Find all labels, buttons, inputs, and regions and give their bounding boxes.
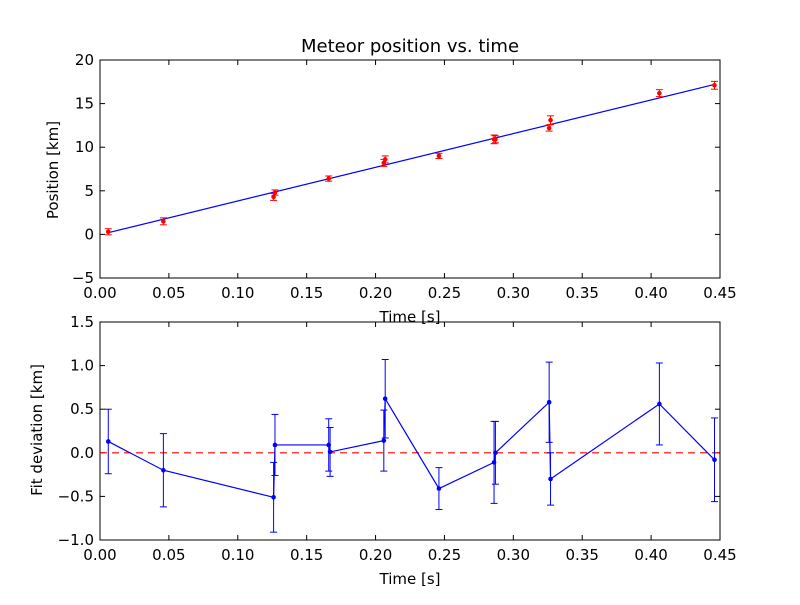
- data-point: [327, 449, 333, 455]
- x-tick-label: 0.30: [497, 284, 530, 302]
- fit-line: [108, 83, 715, 234]
- x-tick-label: 0.15: [290, 284, 323, 302]
- data-point: [548, 117, 553, 123]
- x-tick-label: 0.35: [566, 546, 599, 564]
- y-tick-label: 10: [75, 138, 94, 156]
- y-tick-label: 0: [84, 225, 94, 243]
- x-tick-label: 0.35: [566, 284, 599, 302]
- x-tick-label: 0.45: [703, 284, 736, 302]
- x-tick-label: 0.05: [152, 546, 185, 564]
- x-axis-label: Time [s]: [379, 308, 441, 326]
- data-point: [712, 457, 717, 463]
- y-axis-label: Position [km]: [44, 121, 62, 219]
- data-point: [493, 137, 498, 142]
- data-point: [271, 194, 276, 200]
- data-point: [548, 476, 553, 482]
- y-tick-label: 15: [75, 95, 94, 113]
- data-point: [712, 82, 717, 88]
- data-point: [381, 438, 387, 443]
- x-tick-label: 0.00: [83, 284, 116, 302]
- position-chart: Meteor position vs. time 0.00 0.05 0.10 0.1…: [44, 36, 737, 326]
- data-point: [382, 157, 388, 162]
- data-point: [436, 153, 442, 159]
- data-point: [161, 467, 166, 473]
- x-tick-label: 0.25: [428, 546, 461, 564]
- y-tick-label: 1.0: [70, 357, 94, 375]
- data-point: [105, 229, 111, 235]
- x-tick-label: 0.45: [703, 546, 736, 564]
- data-point: [436, 486, 442, 491]
- deviation-line: [107, 396, 715, 499]
- data-point: [546, 399, 552, 405]
- x-axis-label: Time [s]: [379, 570, 441, 588]
- data-point: [105, 439, 111, 444]
- y-tick-label: 20: [75, 51, 94, 69]
- data-point: [272, 190, 278, 195]
- x-tick-label: 0.05: [152, 284, 185, 302]
- y-tick-label: −5: [72, 269, 94, 287]
- x-tick-label: 0.25: [428, 284, 461, 302]
- data-point: [326, 176, 332, 181]
- x-tick-label: 0.10: [221, 546, 254, 564]
- position-plot-area: 0.00 0.05 0.10 0.15 0.20 0.25 0.30 0.35 0.40 0.45…: [72, 51, 737, 302]
- x-tick-label: 0.10: [221, 284, 254, 302]
- plot-frame: [99, 59, 721, 279]
- deviation-plot-area: 0.00 0.05 0.10 0.15 0.20 0.25 0.30 0.35 0.40 0.45…: [58, 313, 737, 564]
- y-tick-label: 0.5: [70, 400, 94, 418]
- data-point: [546, 125, 552, 131]
- plot-frame: [99, 321, 721, 541]
- x-tick-label: 0.20: [359, 546, 392, 564]
- data-point: [272, 442, 278, 448]
- x-tick-label: 0.00: [83, 546, 116, 564]
- y-tick-label: −1.0: [58, 531, 94, 549]
- y-tick-label: 0.0: [70, 444, 94, 462]
- x-tick-label: 0.40: [634, 546, 667, 564]
- data-point: [657, 90, 662, 96]
- y-tick-label: 1.5: [70, 313, 94, 331]
- y-tick-label: 5: [84, 182, 94, 200]
- data-point: [657, 401, 662, 407]
- chart-title: Meteor position vs. time: [301, 36, 519, 57]
- data-point: [161, 219, 166, 224]
- data-point: [493, 450, 498, 456]
- data-point: [382, 396, 388, 402]
- data-point: [271, 494, 276, 500]
- y-axis-label: Fit deviation [km]: [28, 364, 46, 496]
- x-tick-label: 0.15: [290, 546, 323, 564]
- deviation-chart: 0.00 0.05 0.10 0.15 0.20 0.25 0.30 0.35 0.40 0.45…: [28, 313, 737, 588]
- y-tick-label: −0.5: [58, 487, 94, 505]
- x-tick-label: 0.40: [634, 284, 667, 302]
- x-tick-label: 0.30: [497, 546, 530, 564]
- x-tick-label: 0.20: [359, 284, 392, 302]
